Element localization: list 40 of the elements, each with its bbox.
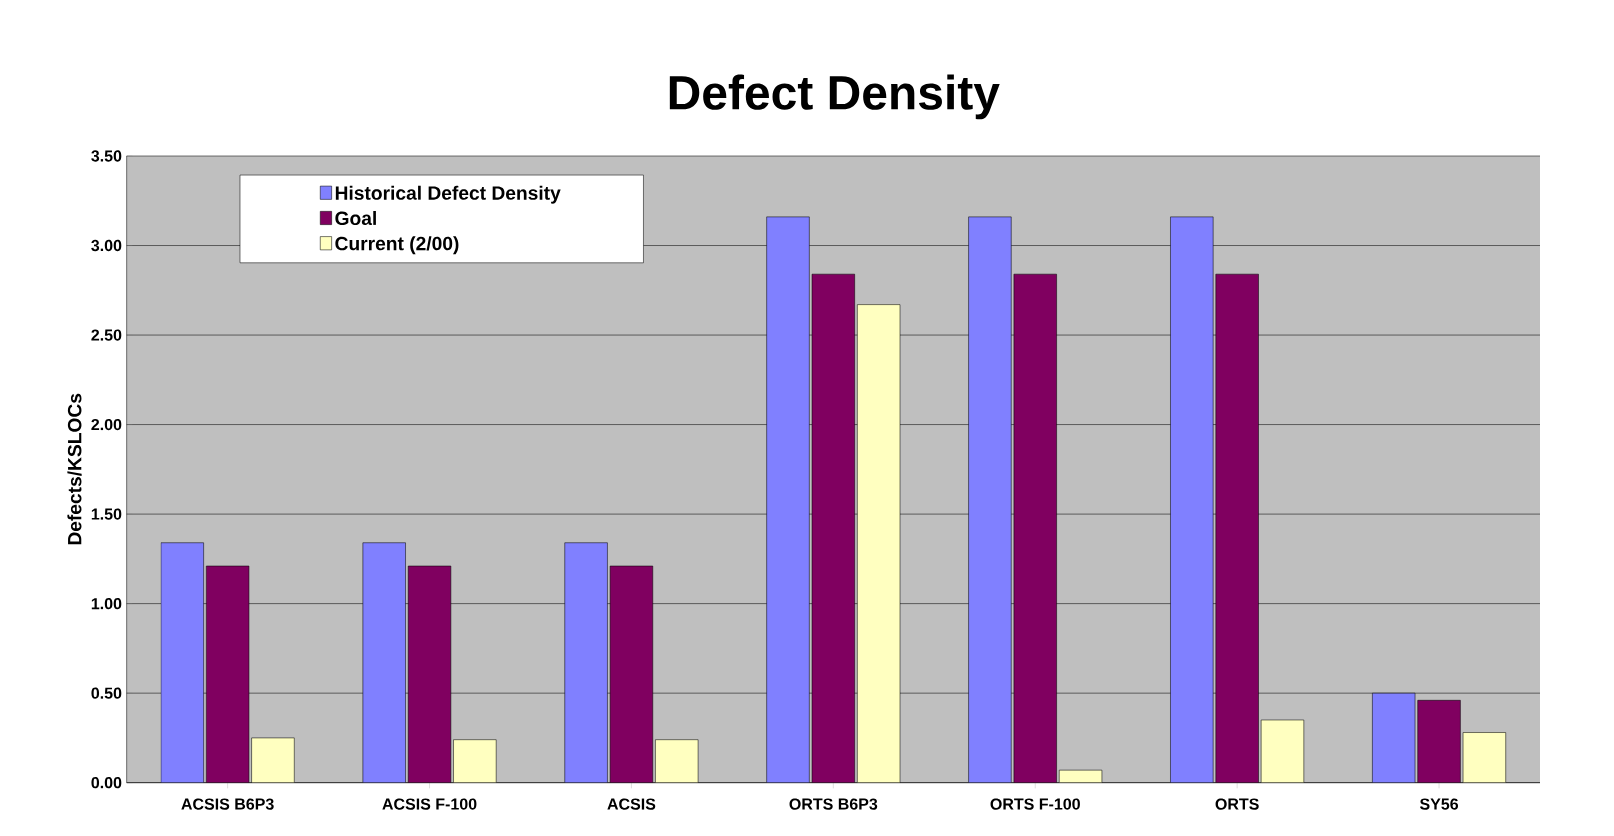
bar (1013, 273, 1057, 783)
bar (1170, 216, 1214, 783)
x-tick-label: ORTS F-100 (990, 798, 1080, 810)
x-tick-label: ACSIS F-100 (382, 798, 477, 810)
bar (766, 216, 810, 783)
y-tick-label: 0.00 (91, 777, 122, 789)
x-tick-label: ORTS (1215, 798, 1259, 810)
y-tick-label: 3.00 (91, 239, 122, 252)
y-axis-title: Defects/KSLOCs (67, 393, 82, 545)
bar (655, 739, 699, 783)
bar (564, 542, 608, 783)
bar (857, 304, 901, 783)
y-tick-label: 1.50 (91, 508, 122, 520)
bar (407, 565, 452, 783)
legend-label: Historical Defect Density (335, 185, 561, 204)
chart-title: Defect Density (669, 74, 1000, 120)
bar (609, 565, 654, 783)
y-tick-label: 3.50 (91, 150, 122, 162)
x-tick-label: ACSIS B6P3 (181, 798, 274, 810)
x-tick-label: ACSIS (607, 798, 656, 810)
bar (362, 542, 406, 783)
legend-label: Goal (335, 210, 376, 226)
bar (968, 216, 1012, 783)
bar (160, 542, 204, 783)
x-tick-label: SY56 (1419, 798, 1459, 810)
bar (1462, 732, 1506, 783)
bar (1215, 273, 1259, 783)
bar (811, 273, 855, 783)
bar (206, 565, 250, 783)
y-tick-label: 2.00 (91, 418, 122, 431)
bar (453, 739, 497, 783)
x-tick-label: ORTS B6P3 (789, 798, 878, 810)
legend-label: Current (2/00) (335, 236, 459, 255)
bar (1417, 700, 1461, 783)
y-tick-label: 1.00 (91, 597, 122, 610)
bar (1372, 692, 1416, 783)
bar (251, 737, 295, 783)
y-tick-label: 2.50 (91, 329, 122, 341)
bar (1260, 719, 1305, 783)
y-tick-label: 0.50 (91, 687, 122, 699)
